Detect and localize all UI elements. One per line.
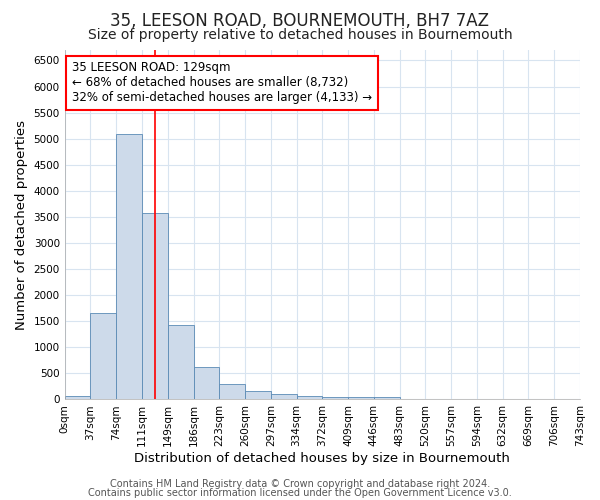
Bar — [348, 398, 374, 400]
Bar — [116, 134, 142, 400]
Bar — [322, 396, 348, 400]
Text: Contains public sector information licensed under the Open Government Licence v3: Contains public sector information licen… — [88, 488, 512, 498]
Text: Size of property relative to detached houses in Bournemouth: Size of property relative to detached ho… — [88, 28, 512, 42]
Text: Contains HM Land Registry data © Crown copyright and database right 2024.: Contains HM Land Registry data © Crown c… — [110, 479, 490, 489]
Bar — [65, 396, 91, 400]
Bar — [374, 398, 400, 400]
Y-axis label: Number of detached properties: Number of detached properties — [15, 120, 28, 330]
Bar — [142, 212, 168, 400]
Text: 35 LEESON ROAD: 129sqm
← 68% of detached houses are smaller (8,732)
32% of semi-: 35 LEESON ROAD: 129sqm ← 68% of detached… — [71, 62, 372, 104]
Bar — [296, 396, 322, 400]
X-axis label: Distribution of detached houses by size in Bournemouth: Distribution of detached houses by size … — [134, 452, 510, 465]
Bar — [271, 394, 296, 400]
Bar — [245, 392, 271, 400]
Bar — [168, 326, 193, 400]
Bar — [193, 368, 219, 400]
Bar — [219, 384, 245, 400]
Bar — [91, 314, 116, 400]
Text: 35, LEESON ROAD, BOURNEMOUTH, BH7 7AZ: 35, LEESON ROAD, BOURNEMOUTH, BH7 7AZ — [110, 12, 490, 30]
